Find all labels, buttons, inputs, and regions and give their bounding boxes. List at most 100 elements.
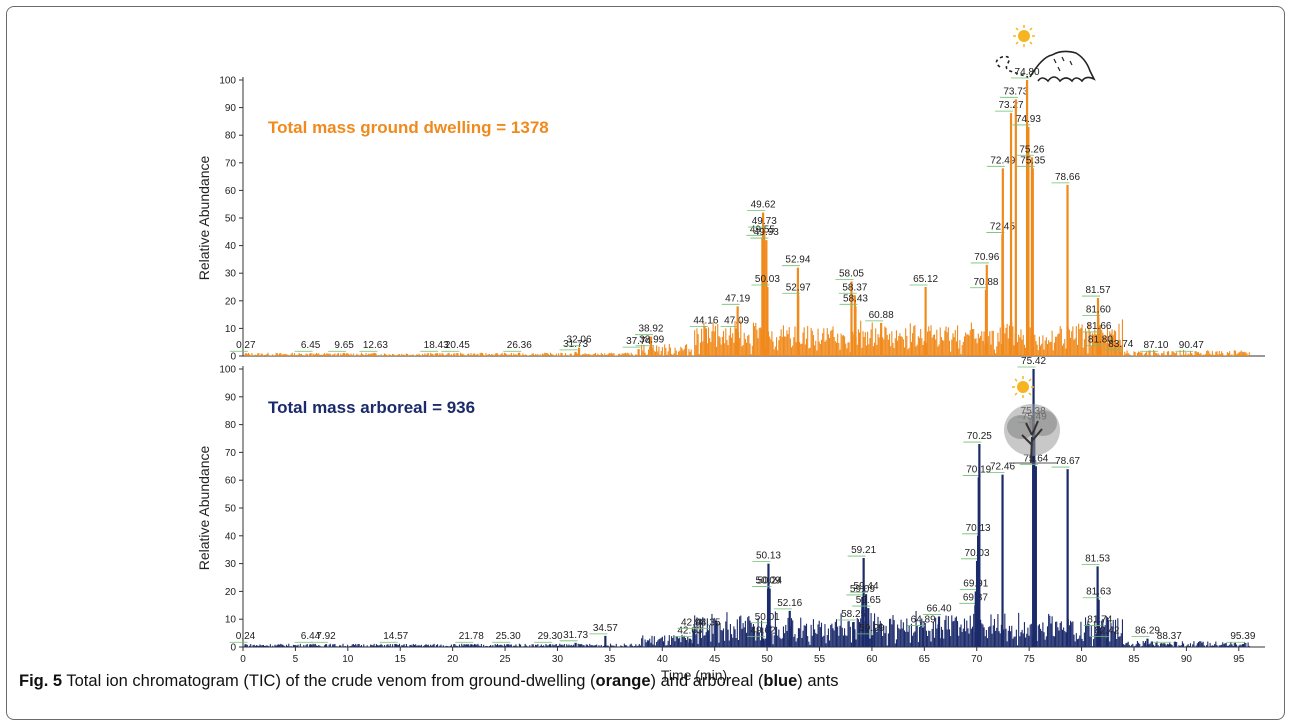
peak-label: 6.44 [301, 631, 321, 642]
peak-label: 59.21 [851, 545, 876, 556]
figure-frame [6, 6, 1285, 720]
y-tick-label: 0 [230, 643, 236, 654]
y-tick-label: 30 [225, 559, 237, 570]
peak-label: 88.37 [1157, 631, 1182, 642]
caption-fig-label: Fig. 5 [19, 672, 63, 690]
peak-label: 12.63 [363, 340, 388, 351]
y-tick-label: 10 [225, 615, 237, 626]
x-tick-label: 45 [709, 654, 721, 665]
peak-label: 59.99 [859, 623, 884, 634]
peak-label: 21.78 [459, 631, 484, 642]
peak-label: 73.27 [999, 100, 1024, 111]
peak-label: 72.46 [990, 462, 1015, 473]
x-tick-label: 10 [342, 654, 354, 665]
peak-label: 75.42 [1021, 356, 1046, 367]
peak-label: 38.99 [639, 335, 664, 346]
peak-label: 34.57 [593, 623, 618, 634]
peak-label: 58.43 [843, 293, 868, 304]
total-mass-annotation: Total mass ground dwelling = 1378 [268, 118, 549, 137]
y-tick-label: 20 [225, 587, 237, 598]
y-tick-label: 40 [225, 531, 237, 542]
y-tick-label: 90 [225, 392, 237, 403]
peak-label: 31.73 [563, 339, 588, 350]
x-axis-label: Time (min) [661, 667, 727, 683]
peak-label: 87.10 [1143, 340, 1168, 351]
peak-label: 58.25 [841, 609, 866, 620]
x-tick-label: 5 [293, 654, 299, 665]
x-tick-label: 15 [395, 654, 407, 665]
peak-label: 65.12 [913, 274, 938, 285]
peak-label: 0.27 [236, 340, 256, 351]
peak-label: 31.73 [563, 630, 588, 641]
peak-label: 37.74 [626, 336, 651, 347]
peak-label: 6.45 [301, 340, 321, 351]
peak-label: 58.05 [839, 268, 864, 279]
x-tick-label: 25 [499, 654, 511, 665]
caption-text-1: Total ion chromatogram (TIC) of the crud… [62, 672, 596, 690]
peak-label: 72.49 [990, 155, 1015, 166]
peak-label: 74.80 [1015, 67, 1040, 78]
peak-label: 9.65 [334, 340, 354, 351]
y-tick-label: 100 [219, 76, 236, 87]
peak-label: 52.16 [777, 598, 802, 609]
y-tick-label: 60 [225, 476, 237, 487]
y-tick-label: 40 [225, 241, 237, 252]
y-tick-label: 60 [225, 186, 237, 197]
peak-label: 42.63 [677, 626, 702, 637]
y-tick-label: 10 [225, 324, 237, 335]
total-mass-annotation: Total mass arboreal = 936 [268, 398, 475, 417]
y-tick-label: 80 [225, 420, 237, 431]
y-tick-label: 50 [225, 504, 237, 515]
y-axis-label: Relative Abundance [196, 446, 212, 571]
peak-label: 49.62 [751, 199, 776, 210]
peak-label: 81.74 [1087, 615, 1112, 626]
peak-label: 49.93 [754, 227, 779, 238]
x-tick-label: 85 [1128, 654, 1140, 665]
peak-label: 70.25 [967, 431, 992, 442]
y-tick-label: 50 [225, 214, 237, 225]
peak-label: 78.67 [1055, 456, 1080, 467]
x-tick-label: 60 [866, 654, 878, 665]
caption-bold-blue: blue [763, 672, 798, 690]
y-tick-label: 70 [225, 448, 237, 459]
peak-label: 83.74 [1108, 339, 1133, 350]
peak-label: 75.64 [1023, 453, 1048, 464]
peak-label: 14.57 [383, 631, 408, 642]
peak-label: 81.57 [1086, 285, 1111, 296]
peak-label: 70.96 [974, 252, 999, 263]
x-tick-label: 90 [1181, 654, 1193, 665]
peak-label: 60.88 [869, 310, 894, 321]
peak-label: 66.40 [926, 603, 951, 614]
peak-label: 44.16 [693, 315, 718, 326]
x-tick-label: 75 [1024, 654, 1036, 665]
y-tick-label: 90 [225, 103, 237, 114]
peak-label: 50.03 [755, 274, 780, 285]
peak-label: 20.45 [445, 340, 470, 351]
peak-label: 52.94 [785, 255, 810, 266]
peak-label: 81.80 [1088, 335, 1113, 346]
peak-label: 58.37 [842, 282, 867, 293]
peak-label: 82.42 [1094, 626, 1119, 637]
panel-ground-dwelling: 0 10 20 30 40 50 60 70 80 90 100 Relative Abundance… [196, 67, 1265, 363]
x-tick-label: 30 [552, 654, 564, 665]
x-tick-label: 80 [1076, 654, 1088, 665]
x-tick-label: 95 [1233, 654, 1245, 665]
peak-label: 81.60 [1086, 304, 1111, 315]
sun-icon [1013, 25, 1035, 47]
panel-arboreal: 0 10 20 30 40 50 60 70 80 90 100 0 5 10 15 20 25 30 35 40 45… [196, 356, 1265, 683]
x-tick-label: 40 [657, 654, 669, 665]
peak-label: 90.47 [1179, 340, 1204, 351]
peak-label: 59.44 [854, 581, 879, 592]
y-tick-label: 100 [219, 365, 236, 376]
peak-label: 38.92 [638, 324, 663, 335]
peak-label: 26.36 [507, 340, 532, 351]
peak-label: 95.39 [1230, 631, 1255, 642]
peak-label: 42.98 [681, 617, 706, 628]
peak-label: 74.93 [1016, 114, 1041, 125]
y-tick-label: 80 [225, 131, 237, 142]
peak-label: 81.53 [1085, 553, 1110, 564]
peak-label: 59.65 [856, 595, 881, 606]
y-tick-label: 20 [225, 296, 237, 307]
caption-text-2: ) and arboreal ( [650, 672, 764, 690]
